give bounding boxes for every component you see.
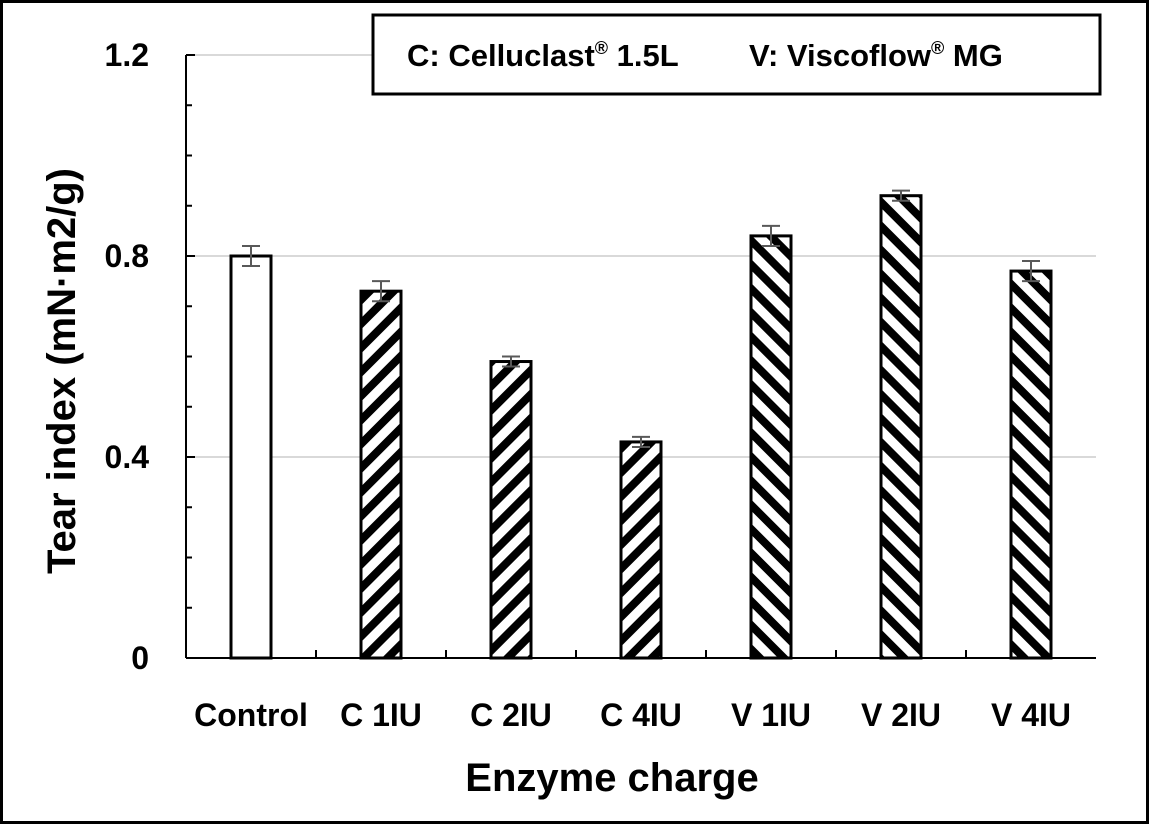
bars [229,189,1053,660]
bar [229,254,273,660]
x-tick-label: C 4IU [600,697,682,733]
tick-labels: Control C 1IU C 2IU C 4IU V 1IU V 2IU V 4IU 0 0.… [105,37,1072,733]
annotation-box: C: Celluclast® 1.5L V: Viscoflow® MG [371,13,1102,96]
x-tick-label: Control [194,697,308,733]
error-bar [1022,260,1040,283]
bar-chart: Control C 1IU C 2IU C 4IU V 1IU V 2IU V 4IU 0 0.… [40,13,1102,800]
bar [489,360,533,660]
x-axis-title: Enzyme charge [465,756,758,800]
y-tick-label: 0 [131,640,149,676]
bar [749,234,793,660]
bar [1009,269,1053,660]
axes [185,54,1096,659]
x-tick-label: C 2IU [470,697,552,733]
bar [879,194,923,660]
x-tick-label: C 1IU [340,697,422,733]
bar [619,440,663,660]
error-bar [242,244,260,268]
y-tick-label: 0.4 [105,439,150,475]
x-tick-label: V 1IU [731,697,811,733]
error-bar [372,280,390,303]
annotation-c-name: C: Celluclast [407,38,595,73]
annotation-text: C: Celluclast® 1.5L V: Viscoflow® MG [407,38,1003,73]
y-tick-label: 0.8 [105,238,149,274]
error-bar [502,355,520,368]
error-bar [892,189,910,202]
y-axis-title: Tear index (mN·m2/g) [40,168,84,574]
x-tick-label: V 4IU [991,697,1071,733]
y-tick-label: 1.2 [105,37,149,73]
bar [359,289,403,660]
error-bar [762,224,780,247]
error-bar [632,435,650,448]
annotation-c-registered: ® [595,38,608,58]
gridlines [186,54,1096,458]
annotation-c-product: 1.5L [608,38,678,73]
x-tick-label: V 2IU [861,697,941,733]
annotation-v-product: MG [944,38,1003,73]
annotation-v-registered: ® [931,38,944,58]
annotation-frame [371,13,1102,96]
annotation-v-name: V: Viscoflow [749,38,932,73]
